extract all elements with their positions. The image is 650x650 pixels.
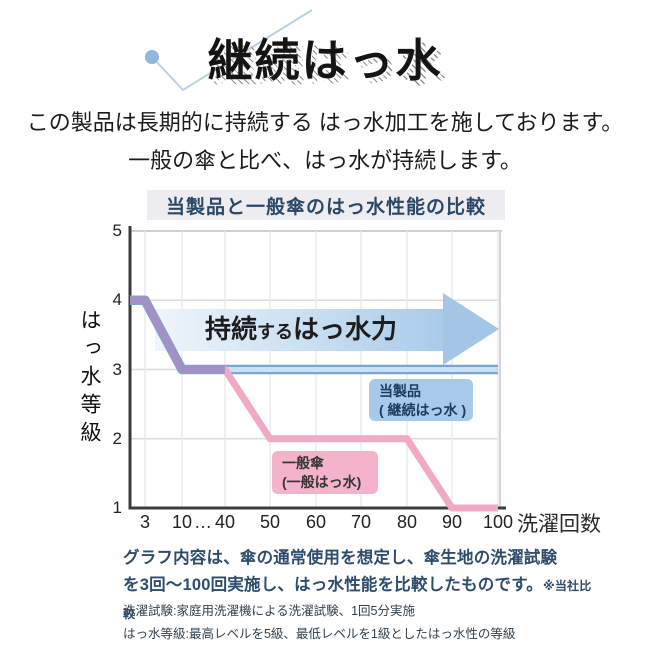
page-title-text: 継続はっ水 (207, 35, 443, 86)
chart-title-text: 当製品と一般傘のはっ水性能の比較 (165, 196, 486, 218)
footnote-line-2: を3回〜100回実施し、はっ水性能を比較したものです。※当社比較 (123, 576, 592, 621)
overlap-line (130, 296, 225, 374)
legend-general: 一般傘 (一般はっ水) (272, 451, 378, 494)
x-tick-label: 3 (139, 512, 151, 532)
arrow-text-part1: 持続 (204, 314, 257, 344)
page-title: 継続はっ水 継続はっ水 (0, 33, 650, 91)
x-axis-label: 洗濯回数 (517, 513, 601, 536)
x-tick-label: 100 (482, 512, 514, 532)
x-tick-label: 80 (396, 512, 418, 532)
x-tick-label: 70 (350, 512, 372, 532)
y-tick-label: 4 (112, 290, 122, 310)
x-tick-label: 10 (171, 512, 193, 532)
x-tick-label: 90 (441, 512, 463, 532)
chart-title-bar: 当製品と一般傘のはっ水性能の比較 (147, 190, 505, 220)
arrow-text-part3: はっ水力 (293, 314, 398, 344)
y-tick-label: 2 (112, 428, 122, 448)
x-tick-label: … (194, 512, 212, 532)
arrow-body (155, 309, 443, 351)
check-decoration-dot (145, 50, 159, 64)
intro-line-1: この製品は長期的に持続する はっ水加工を施しております。 (26, 110, 624, 135)
x-tick-label: 50 (259, 512, 281, 532)
chart-footnote: グラフ内容は、傘の通常使用を想定し、傘生地の洗濯試験 を3回〜100回実施し、は… (123, 545, 593, 628)
arrow-annotation-text: 持続するはっ水力 (165, 311, 437, 352)
legend-product: 当製品 ( 継続はっ水 ) (369, 379, 473, 421)
legend-product-sub: ( 継続はっ水 ) (379, 402, 467, 418)
y-tick-label: 1 (112, 498, 122, 517)
intro-line-2: 一般の傘と比べ、はっ水が持続します。 (128, 148, 522, 173)
check-decoration-line (151, 9, 313, 92)
footnote-line-1: グラフ内容は、傘の通常使用を想定し、傘生地の洗濯試験 (123, 549, 558, 567)
legend-general-sub: (一般はっ水) (282, 474, 362, 490)
legend-product-name: 当製品 (379, 383, 421, 399)
note-wash-test: 洗濯試験:家庭用洗濯機による洗濯試験、1回5分実施 (123, 604, 416, 618)
y-tick-label: 5 (112, 221, 122, 240)
page-title-hatch-shadow: 継続はっ水 (212, 38, 447, 94)
x-tick-label: 40 (214, 512, 236, 532)
definition-notes: 洗濯試験:家庭用洗濯機による洗濯試験、1回5分実施 はっ水等級:最高レベルを5級… (123, 600, 603, 645)
legend-general-name: 一般傘 (282, 455, 324, 471)
note-repellency-grade: はっ水等級:最高レベルを5級、最低レベルを1級としたはっ水性の等級 (123, 626, 516, 641)
footnote-company-comparison: ※当社比較 (123, 579, 592, 621)
intro-paragraph: この製品は長期的に持続する はっ水加工を施しております。 一般の傘と比べ、はっ水… (0, 104, 650, 180)
y-axis-label: はっ水等級 (78, 309, 101, 449)
arrow-text-part2: する (257, 322, 293, 342)
y-tick-label: 3 (112, 359, 122, 379)
arrow-head (443, 293, 499, 365)
x-tick-label: 60 (305, 512, 327, 532)
